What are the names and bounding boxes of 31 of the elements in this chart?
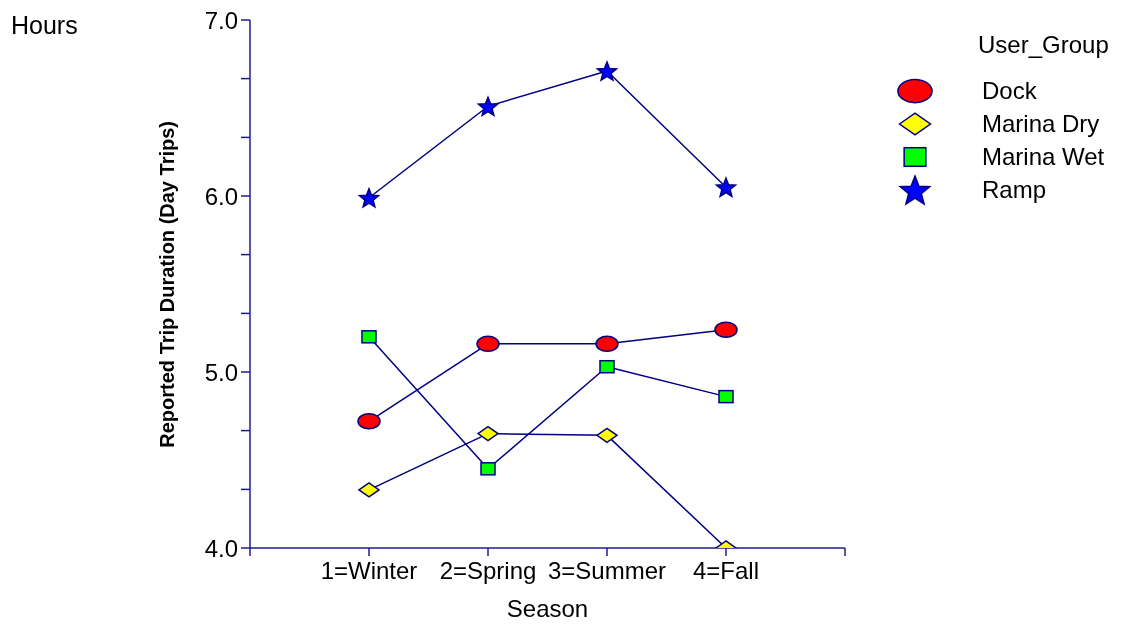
x-axis-title: Season: [506, 595, 589, 622]
point: [476, 335, 500, 353]
point: [599, 359, 615, 374]
y-axis-title: Reported Trip Duration (Day Trips): [156, 120, 179, 448]
point: [596, 427, 618, 444]
legend-label: Dock: [982, 76, 1037, 105]
point: [480, 462, 496, 476]
x-tick-label: 4=Fall: [692, 557, 760, 585]
point: [361, 330, 377, 344]
point: [595, 335, 619, 353]
x-tick-label: 2=Spring: [439, 557, 537, 585]
x-tick-label: 3=Summer: [547, 557, 667, 585]
y-tick-label: 5.0: [204, 358, 238, 386]
legend-title: User_Group: [978, 31, 1109, 58]
point: [358, 482, 380, 498]
legend-label: Marina Wet: [982, 142, 1105, 171]
point: [357, 413, 381, 430]
point: [358, 188, 380, 208]
point: [477, 425, 499, 442]
point: [714, 321, 738, 339]
legend-label: Marina Dry: [982, 109, 1100, 138]
point: [715, 177, 737, 198]
point: [477, 96, 499, 117]
x-tick-label: 1=Winter: [320, 557, 418, 585]
y-tick-label: 4.0: [204, 534, 238, 562]
point: [596, 61, 618, 81]
point: [718, 389, 734, 404]
y-tick-label: 6.0: [204, 182, 238, 210]
y-tick-label: 7.0: [204, 6, 238, 34]
legend-label: Ramp: [982, 175, 1047, 204]
text: Hours: [11, 11, 78, 40]
